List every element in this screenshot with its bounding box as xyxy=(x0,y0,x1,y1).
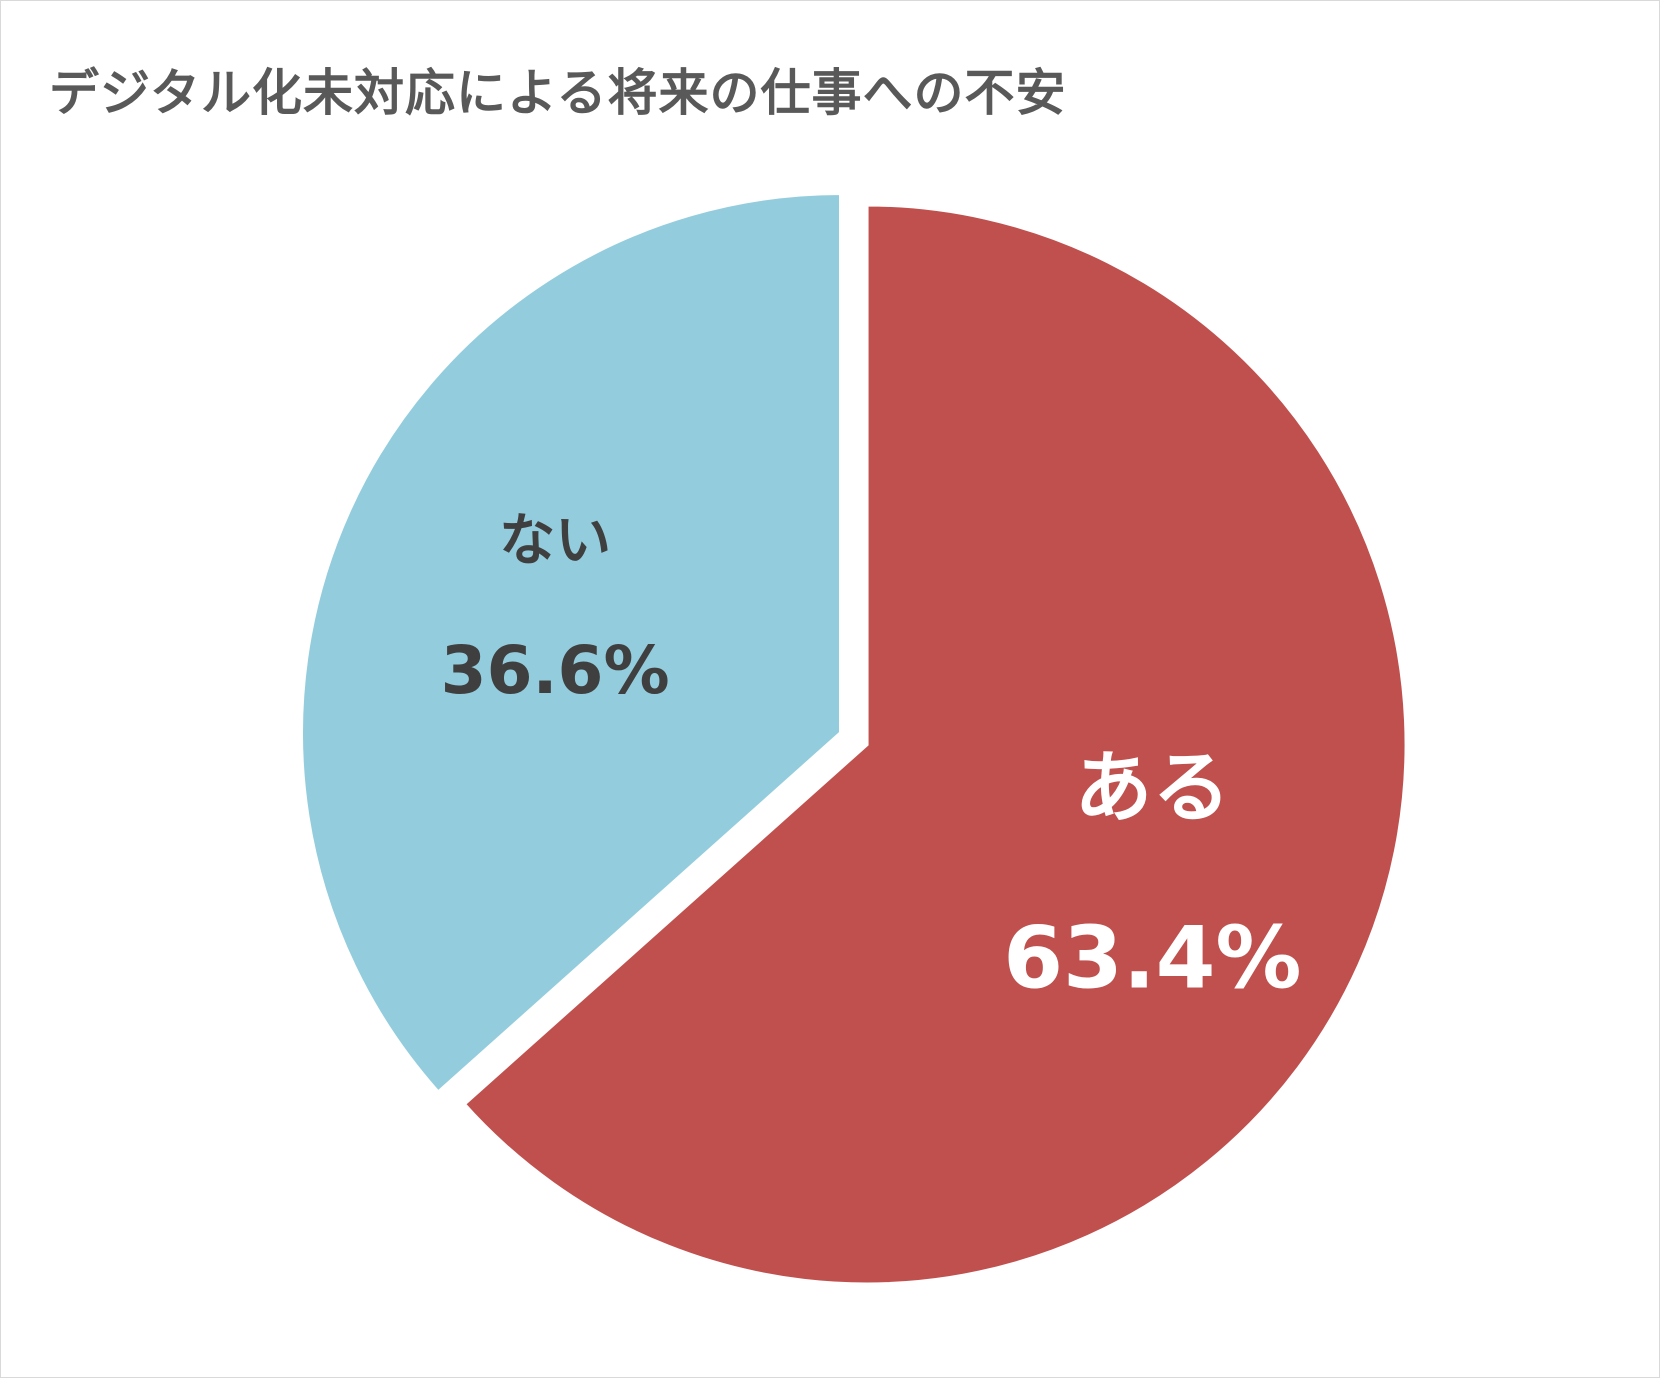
pie-slice-nai xyxy=(299,190,843,1096)
slice-category-label: ない xyxy=(499,509,611,574)
slice-value-label: 63.4% xyxy=(1003,909,1301,1009)
slice-category-label: ある xyxy=(1074,744,1230,834)
slice-value-label: 36.6% xyxy=(441,632,670,709)
chart-title: デジタル化未対応による将来の仕事への不安 xyxy=(49,64,1067,122)
pie-slices xyxy=(299,190,1409,1287)
pie-labels: ある 63.4% ない 36.6% xyxy=(441,509,1302,1009)
pie-slice-aru xyxy=(460,202,1409,1287)
